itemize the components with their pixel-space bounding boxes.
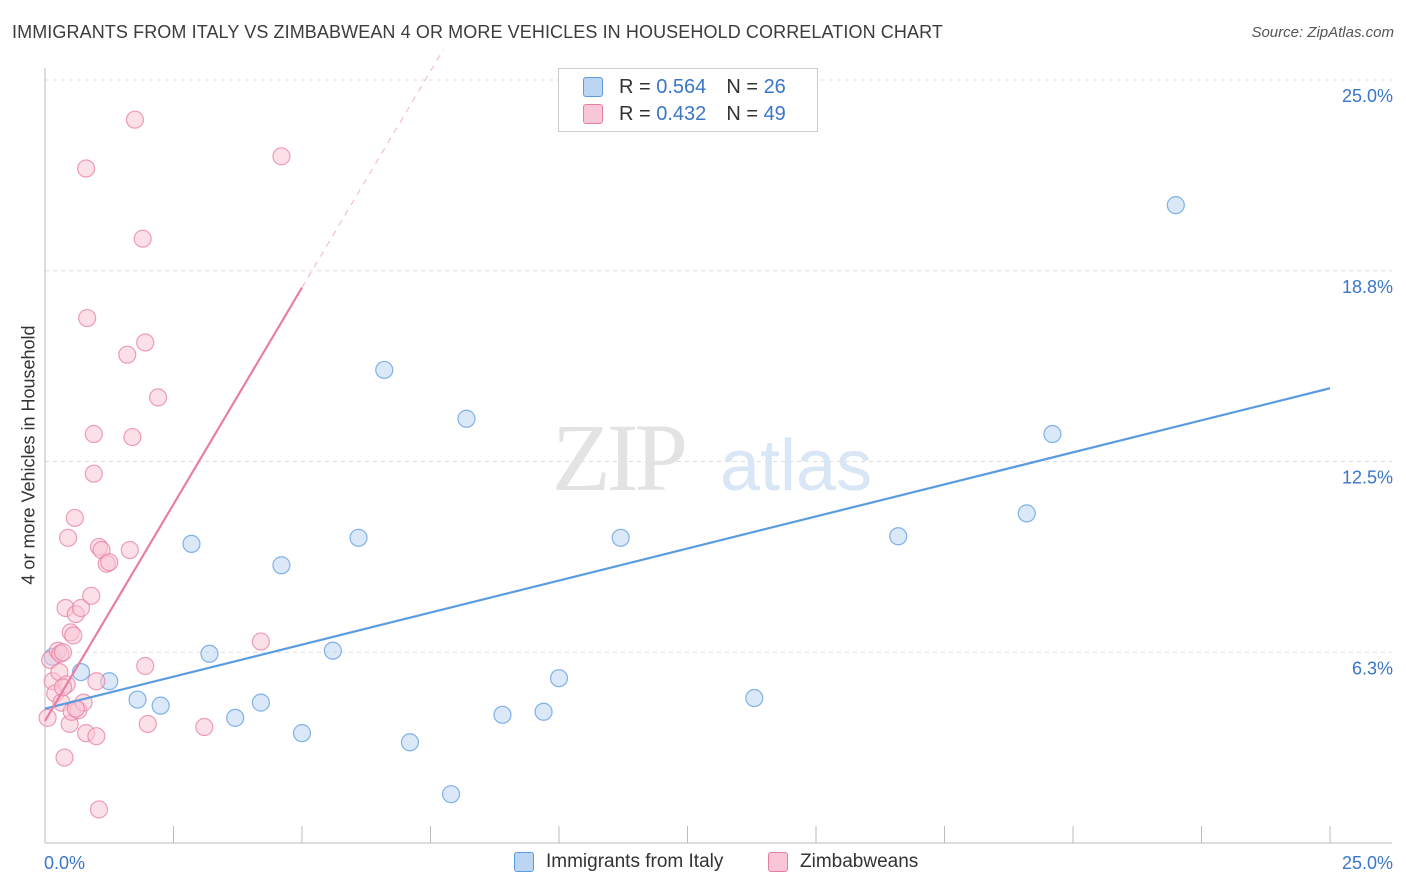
point-zimbabweans [100, 553, 119, 572]
point-zimbabweans [148, 388, 168, 407]
bottom-legend-zimbabweans: Zimbabweans [768, 851, 918, 873]
point-zimbabweans [53, 643, 73, 662]
trendline-italy [44, 387, 1331, 710]
legend-r-label-zimbabweans: R = [619, 102, 651, 125]
point-zimbabweans [84, 464, 103, 483]
point-zimbabweans [64, 626, 83, 645]
point-italy [441, 785, 461, 804]
point-italy [1043, 424, 1062, 444]
point-zimbabweans [78, 308, 97, 328]
y-tick-label: 18.8% [1342, 277, 1393, 297]
point-zimbabweans [84, 424, 103, 444]
point-italy [182, 534, 201, 554]
point-zimbabweans [71, 598, 91, 618]
legend-n-value-italy: 26 [763, 75, 786, 98]
point-italy [151, 696, 170, 715]
y-tick-label: 12.5% [1342, 468, 1393, 488]
legend-row-zimbabweans: R = 0.432 N = 49 [583, 102, 786, 126]
point-zimbabweans [136, 656, 155, 676]
point-zimbabweans [89, 800, 109, 819]
point-italy [400, 733, 420, 752]
point-italy [457, 409, 476, 428]
point-zimbabweans [133, 229, 152, 248]
bottom-legend-italy: Immigrants from Italy [514, 851, 723, 873]
legend-n-label-zimbabweans: N = [726, 102, 758, 125]
bottom-legend-label-zimbabweans: Zimbabweans [800, 851, 919, 872]
point-zimbabweans [125, 110, 145, 129]
y-tick-label: 25.0% [1342, 86, 1393, 106]
point-zimbabweans [82, 586, 101, 605]
chart-title: IMMIGRANTS FROM ITALY VS ZIMBABWEAN 4 OR… [12, 22, 943, 42]
legend-swatch-italy [583, 77, 603, 97]
legend-n-value-zimbabweans: 49 [763, 102, 786, 125]
point-italy [375, 360, 394, 380]
legend-r-value-zimbabweans: 0.432 [656, 102, 707, 125]
point-italy [200, 644, 219, 663]
point-italy [745, 688, 764, 708]
point-zimbabweans [136, 333, 155, 352]
watermark-atlas: atlas [720, 426, 872, 506]
trendline-zimbabweans-extension [301, 49, 444, 288]
bottom-legend-swatch-italy [514, 852, 534, 872]
chart-source: Source: ZipAtlas.com [1251, 24, 1394, 41]
point-italy [493, 705, 512, 724]
point-italy [128, 690, 147, 709]
point-zimbabweans [59, 528, 78, 547]
point-italy [1017, 504, 1036, 523]
point-italy [1166, 196, 1185, 215]
legend-n-label-italy: N = [726, 75, 758, 98]
point-zimbabweans [195, 717, 214, 737]
point-zimbabweans [272, 147, 291, 166]
legend-swatch-zimbabweans [583, 104, 603, 124]
trendline-zimbabweans [44, 286, 303, 722]
point-italy [251, 693, 270, 712]
legend-r-label-italy: R = [619, 75, 651, 98]
bottom-legend-swatch-zimbabweans [768, 852, 788, 872]
x-tick-label-min: 0.0% [44, 853, 85, 873]
point-italy [292, 724, 312, 743]
watermark-zip: ZIP [552, 404, 685, 511]
bottom-legend-label-italy: Immigrants from Italy [546, 851, 724, 872]
point-zimbabweans [118, 345, 137, 364]
point-zimbabweans [87, 672, 106, 691]
x-tick-label-max: 25.0% [1342, 853, 1393, 873]
point-italy [323, 641, 342, 660]
point-zimbabweans [251, 632, 270, 651]
point-italy [272, 556, 291, 575]
point-italy [534, 702, 553, 721]
correlation-legend: R = 0.564 N = 26 R = 0.432 N = 49 [558, 68, 818, 132]
point-zimbabweans [55, 748, 74, 767]
y-tick-label: 6.3% [1352, 658, 1393, 678]
point-zimbabweans [77, 159, 96, 178]
point-italy [611, 528, 630, 547]
point-zimbabweans [138, 714, 157, 734]
legend-row-italy: R = 0.564 N = 26 [583, 75, 786, 99]
point-italy [889, 527, 908, 546]
point-italy [226, 708, 245, 727]
point-italy [549, 669, 569, 688]
legend-r-value-italy: 0.564 [656, 75, 707, 98]
point-italy [349, 528, 368, 547]
point-zimbabweans [87, 727, 106, 746]
point-zimbabweans [120, 540, 139, 560]
point-zimbabweans [123, 427, 142, 447]
point-zimbabweans [65, 508, 84, 528]
